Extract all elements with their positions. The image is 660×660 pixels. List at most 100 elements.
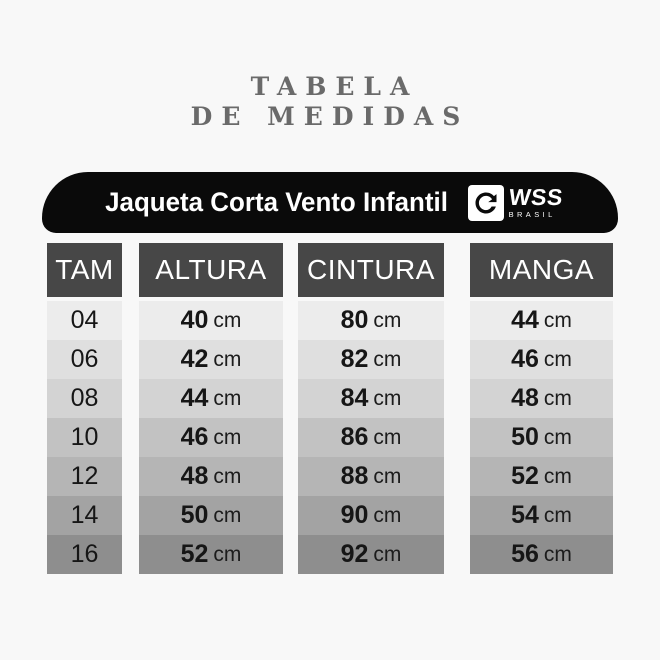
unit-label: cm [543,542,572,566]
table-header-row: TAM ALTURA CINTURA MANGA [47,243,613,297]
brand-name: WSS [507,184,564,211]
unit-label: cm [543,386,572,410]
size-row-10: 10 46 cm 86 cm 50 cm [47,418,613,457]
altura-value: 48 [180,462,209,490]
measure-cell-altura: 48 cm [139,457,283,496]
brand-logo: WSS BRASIL [467,184,564,221]
measure-cell-cintura: 82 cm [298,340,444,379]
cintura-value: 90 [340,501,369,529]
unit-label: cm [373,542,402,566]
size-cell-tam: 04 [47,301,122,340]
size-value: 16 [70,540,99,568]
manga-value: 48 [511,384,539,412]
altura-value: 44 [180,384,209,412]
wave-swirl-icon [467,184,504,221]
measure-cell-cintura: 92 cm [298,535,444,574]
manga-value: 44 [511,306,539,334]
unit-label: cm [213,542,242,566]
altura-value: 42 [180,345,209,373]
size-cell-tam: 12 [47,457,122,496]
product-name: Jaqueta Corta Vento Infantil [104,187,448,217]
measure-cell-manga: 52 cm [470,457,613,496]
size-value: 14 [70,501,99,529]
size-row-14: 14 50 cm 90 cm 54 cm [47,496,613,535]
size-row-16: 16 52 cm 92 cm 56 cm [47,535,613,574]
size-row-06: 06 42 cm 82 cm 46 cm [47,340,613,379]
cintura-value: 84 [340,384,369,412]
size-row-12: 12 48 cm 88 cm 52 cm [47,457,613,496]
unit-label: cm [213,425,242,449]
unit-label: cm [543,308,572,332]
size-cell-tam: 10 [47,418,122,457]
measure-cell-manga: 54 cm [470,496,613,535]
unit-label: cm [373,425,402,449]
page-title-line1: TABELA [250,72,419,101]
size-value: 06 [70,345,99,373]
size-value: 12 [70,462,99,490]
measure-cell-cintura: 88 cm [298,457,444,496]
measure-cell-altura: 42 cm [139,340,283,379]
cintura-value: 92 [340,540,369,568]
brand-subtitle: BRASIL [508,210,556,220]
cintura-value: 88 [340,462,369,490]
measure-cell-altura: 52 cm [139,535,283,574]
altura-value: 52 [180,540,209,568]
manga-value: 56 [511,540,539,568]
measure-cell-manga: 46 cm [470,340,613,379]
measure-cell-manga: 50 cm [470,418,613,457]
unit-label: cm [543,464,572,488]
size-value: 04 [70,306,99,334]
unit-label: cm [373,464,402,488]
cintura-value: 80 [340,306,369,334]
unit-label: cm [213,347,242,371]
page-title: TABELA DE MEDIDAS [0,72,660,132]
manga-value: 52 [511,462,539,490]
measure-cell-manga: 48 cm [470,379,613,418]
unit-label: cm [373,386,402,410]
size-row-08: 08 44 cm 84 cm 48 cm [47,379,613,418]
altura-value: 46 [180,423,209,451]
unit-label: cm [213,308,242,332]
measure-cell-cintura: 84 cm [298,379,444,418]
size-value: 08 [70,384,99,412]
product-banner: Jaqueta Corta Vento Infantil WSS BRASIL [42,172,618,233]
measure-cell-cintura: 86 cm [298,418,444,457]
unit-label: cm [373,347,402,371]
unit-label: cm [213,464,242,488]
measure-cell-cintura: 80 cm [298,301,444,340]
measure-cell-altura: 44 cm [139,379,283,418]
page-title-line2: DE MEDIDAS [190,102,470,131]
column-header-tam: TAM [47,243,122,297]
size-row-04: 04 40 cm 80 cm 44 cm [47,301,613,340]
unit-label: cm [373,503,402,527]
measure-cell-altura: 46 cm [139,418,283,457]
unit-label: cm [543,425,572,449]
unit-label: cm [543,503,572,527]
column-header-cintura: CINTURA [298,243,444,297]
unit-label: cm [213,386,242,410]
size-cell-tam: 06 [47,340,122,379]
cintura-value: 82 [340,345,369,373]
size-cell-tam: 16 [47,535,122,574]
manga-value: 46 [511,345,539,373]
size-cell-tam: 14 [47,496,122,535]
measure-cell-manga: 56 cm [470,535,613,574]
measure-cell-altura: 50 cm [139,496,283,535]
manga-value: 50 [511,423,539,451]
measure-cell-manga: 44 cm [470,301,613,340]
size-value: 10 [70,423,99,451]
unit-label: cm [543,347,572,371]
altura-value: 40 [180,306,209,334]
size-cell-tam: 08 [47,379,122,418]
measure-cell-altura: 40 cm [139,301,283,340]
measure-cell-cintura: 90 cm [298,496,444,535]
manga-value: 54 [511,501,539,529]
unit-label: cm [213,503,242,527]
altura-value: 50 [180,501,209,529]
column-header-altura: ALTURA [139,243,283,297]
size-table: TAM ALTURA CINTURA MANGA 04 40 cm 80 cm 44 cm 06 42… [47,243,613,574]
brand-wordmark: WSS BRASIL [507,184,564,220]
unit-label: cm [373,308,402,332]
cintura-value: 86 [340,423,369,451]
